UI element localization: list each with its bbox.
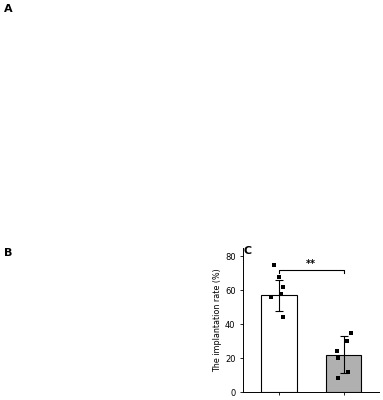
Bar (326, 355, 362, 392)
Y-axis label: The implantation rate (%): The implantation rate (%) (213, 268, 222, 372)
Text: **: ** (306, 259, 316, 269)
Text: B: B (4, 248, 12, 258)
Text: A: A (4, 4, 13, 14)
Text: C: C (243, 246, 251, 256)
Bar (261, 296, 296, 392)
